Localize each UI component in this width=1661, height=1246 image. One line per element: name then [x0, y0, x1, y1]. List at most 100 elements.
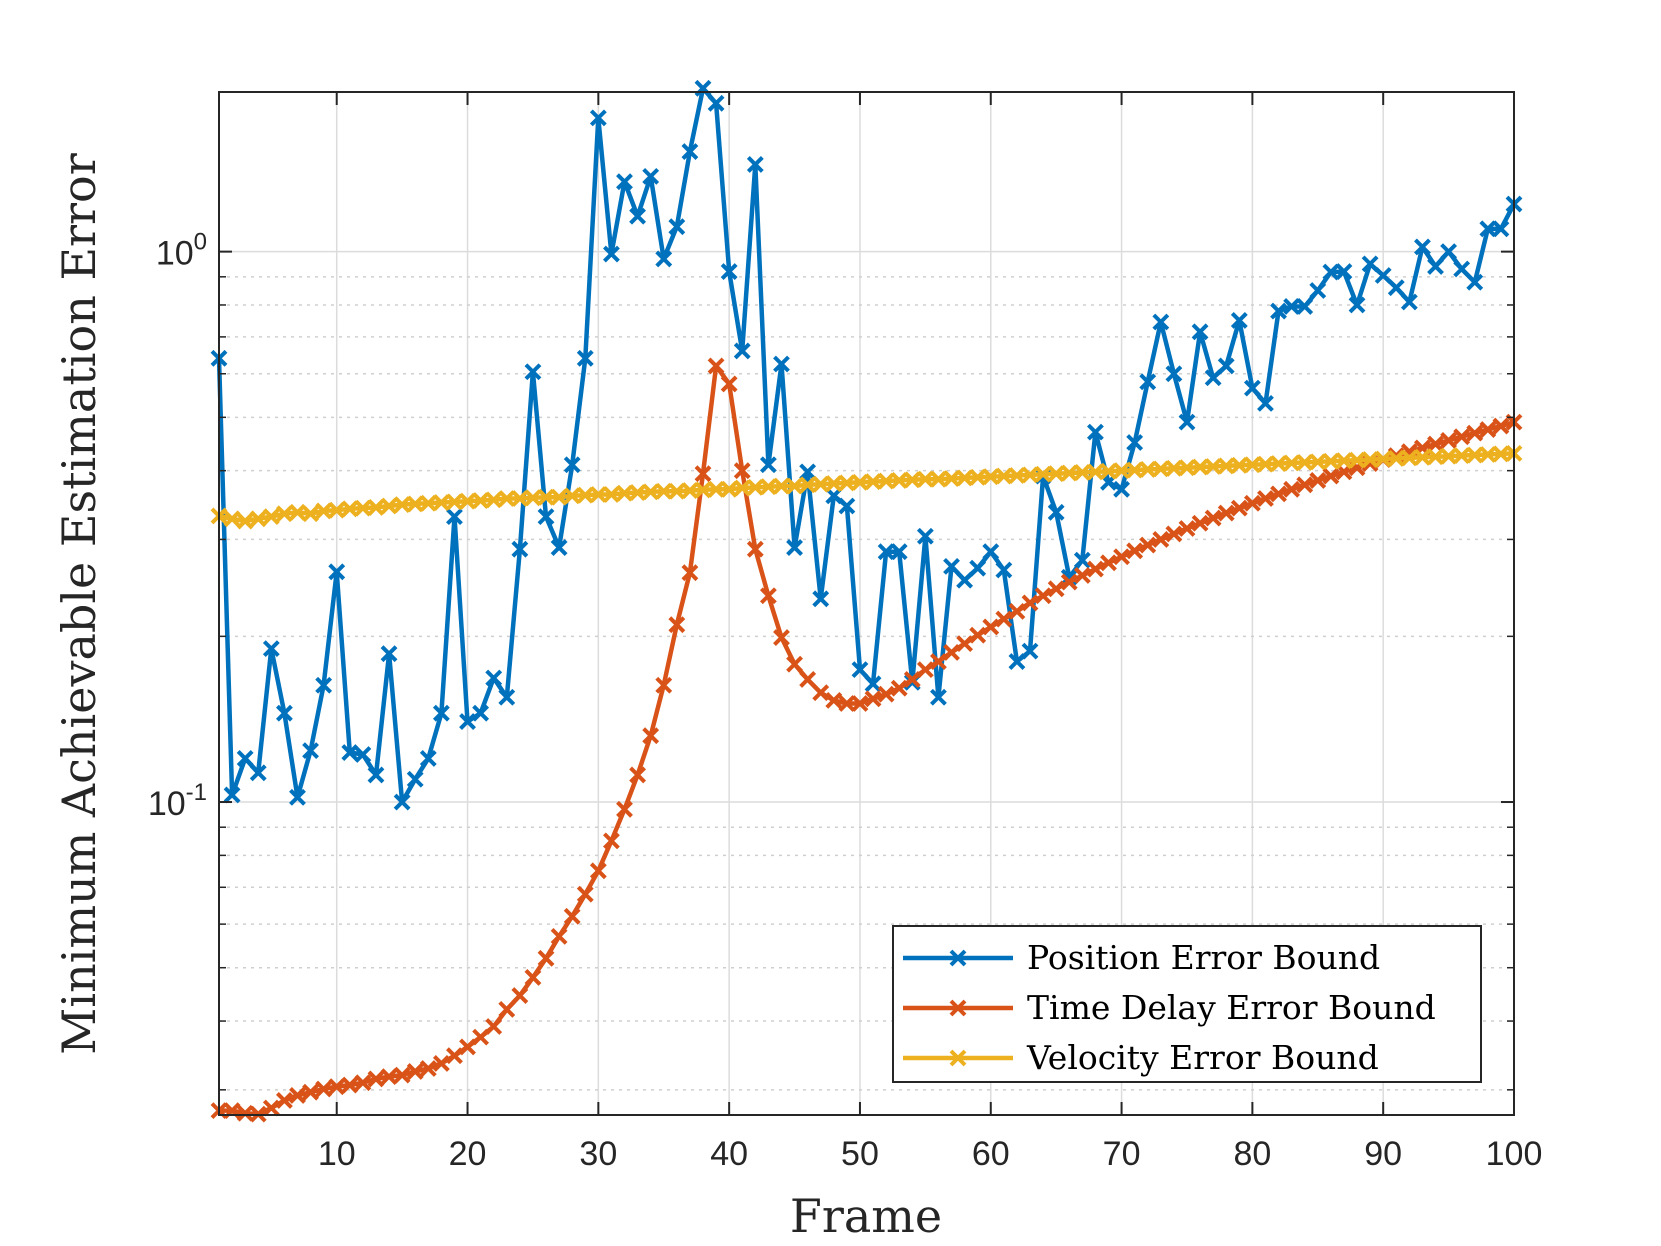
- data-point: [655, 250, 673, 268]
- data-point: [459, 713, 476, 731]
- data-point: [668, 616, 686, 634]
- data-point: [746, 156, 764, 173]
- data-point: [472, 704, 490, 722]
- data-point: [354, 746, 372, 763]
- data-point: [603, 486, 620, 503]
- data-point: [812, 475, 830, 493]
- data-point: [681, 143, 699, 160]
- data-point: [1440, 431, 1458, 449]
- data-point: [1086, 423, 1104, 441]
- data-point: [995, 467, 1013, 485]
- data-point: [1440, 243, 1458, 261]
- data-point: [302, 505, 319, 523]
- data-point: [341, 1076, 359, 1094]
- data-point: [864, 690, 882, 708]
- data-point: [773, 477, 790, 495]
- data-point: [1060, 464, 1078, 482]
- data-point: [485, 669, 503, 687]
- data-point: [1139, 461, 1157, 478]
- data-point: [1466, 446, 1484, 464]
- data-point: [1047, 580, 1065, 598]
- x-tick-label: 30: [579, 1135, 617, 1173]
- data-point: [603, 245, 620, 263]
- data-point: [943, 470, 960, 487]
- y-tick-label: 100: [156, 229, 207, 273]
- data-point: [550, 539, 568, 556]
- data-point: [1414, 238, 1431, 256]
- data-point: [1008, 467, 1026, 484]
- data-point: [1204, 509, 1222, 527]
- data-point: [275, 704, 293, 722]
- data-point: [406, 770, 424, 788]
- y-tick-base: 10: [148, 785, 186, 823]
- data-point: [262, 1099, 280, 1117]
- data-point: [1270, 455, 1287, 473]
- data-point: [406, 1063, 424, 1080]
- data-point: [1296, 298, 1314, 315]
- data-point: [419, 750, 437, 767]
- data-point: [406, 495, 424, 513]
- data-point: [432, 1055, 450, 1072]
- data-point: [511, 540, 529, 558]
- data-point: [864, 675, 882, 693]
- data-point: [1296, 476, 1314, 494]
- data-point: [1309, 453, 1327, 471]
- data-point: [275, 505, 293, 523]
- data-point: [380, 645, 398, 663]
- data-point: [956, 469, 974, 487]
- data-point: [943, 643, 960, 661]
- data-point: [550, 488, 568, 506]
- data-point: [1335, 263, 1353, 280]
- data-point: [982, 543, 1000, 561]
- data-point: [1178, 459, 1196, 477]
- legend: Position Error Bound Time Delay Error Bou…: [892, 925, 1482, 1083]
- data-point: [223, 510, 241, 528]
- data-point: [629, 207, 647, 225]
- plot-frame: [218, 91, 1515, 1116]
- data-point: [1165, 525, 1183, 543]
- data-point: [1243, 494, 1261, 512]
- data-point: [341, 500, 359, 518]
- data-point: [642, 727, 660, 745]
- data-point: [773, 355, 790, 373]
- data-point: [472, 1028, 490, 1046]
- data-point: [629, 766, 647, 784]
- data-point: [262, 508, 280, 526]
- data-point: [982, 468, 1000, 486]
- data-point: [537, 488, 555, 506]
- data-point: [1139, 373, 1157, 391]
- data-point: [1021, 642, 1039, 660]
- data-point: [995, 561, 1013, 579]
- data-point: [367, 1070, 385, 1088]
- data-point: [1400, 293, 1418, 311]
- data-point: [367, 498, 385, 516]
- data-point: [825, 475, 843, 492]
- series-line: [219, 363, 1515, 1117]
- data-point: [1230, 499, 1248, 517]
- data-point: [380, 497, 398, 515]
- data-point: [1008, 653, 1026, 670]
- x-tick-label: 10: [318, 1135, 356, 1173]
- data-point: [943, 557, 960, 575]
- data-point: [1257, 394, 1274, 412]
- data-point: [1479, 446, 1497, 463]
- data-point: [1217, 504, 1235, 522]
- data-point: [563, 456, 581, 474]
- data-point: [550, 927, 568, 945]
- legend-item: Position Error Bound: [903, 938, 1380, 977]
- data-point: [995, 610, 1013, 628]
- data-point: [1152, 460, 1170, 478]
- data-point: [603, 832, 620, 850]
- data-point: [289, 788, 306, 806]
- data-point: [1335, 452, 1353, 470]
- legend-items: Position Error Bound Time Delay Error Bou…: [903, 938, 1436, 1077]
- data-point: [707, 94, 725, 112]
- data-point: [1191, 514, 1209, 532]
- data-point: [655, 482, 673, 500]
- data-point: [249, 764, 267, 782]
- data-point: [485, 1018, 503, 1035]
- data-point: [642, 167, 660, 185]
- data-point: [1453, 260, 1471, 278]
- x-tick-label: 90: [1364, 1135, 1402, 1173]
